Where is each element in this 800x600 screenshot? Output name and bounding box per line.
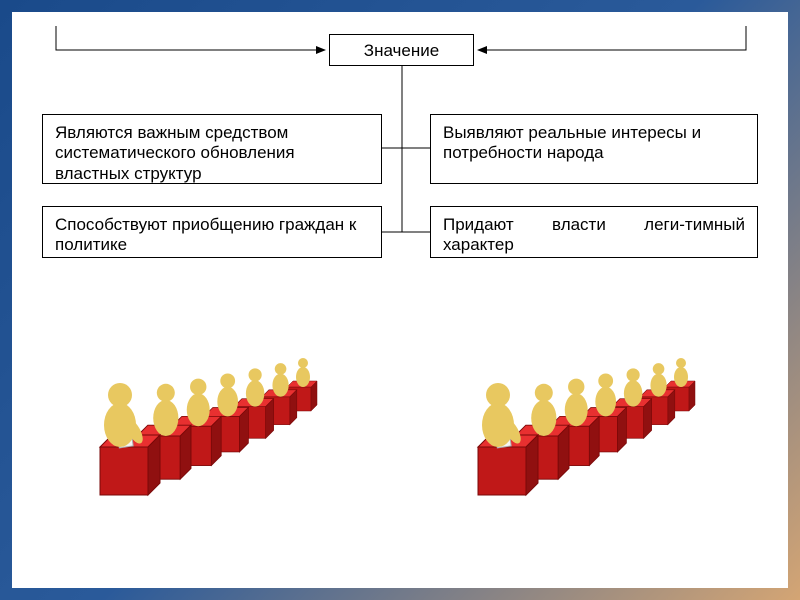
node-box-2: Выявляют реальные интересы и потребности… [430, 114, 758, 184]
voters-illustration-left [72, 322, 362, 522]
title-text: Значение [364, 41, 439, 60]
slide-panel: Значение Являются важным средством систе… [12, 12, 788, 588]
slide-frame: Значение Являются важным средством систе… [0, 0, 800, 600]
node-text: Способствуют приобщению граждан к полити… [55, 215, 356, 254]
node-text: Являются важным средством систематическо… [55, 123, 295, 183]
node-box-1: Являются важным средством систематическо… [42, 114, 382, 184]
node-box-3: Способствуют приобщению граждан к полити… [42, 206, 382, 258]
node-text: Выявляют реальные интересы и потребности… [443, 123, 701, 162]
title-box: Значение [329, 34, 474, 66]
node-text: Придают власти леги-тимный характер [443, 215, 745, 254]
node-box-4: Придают власти леги-тимный характер [430, 206, 758, 258]
voters-illustration-right [450, 322, 740, 522]
